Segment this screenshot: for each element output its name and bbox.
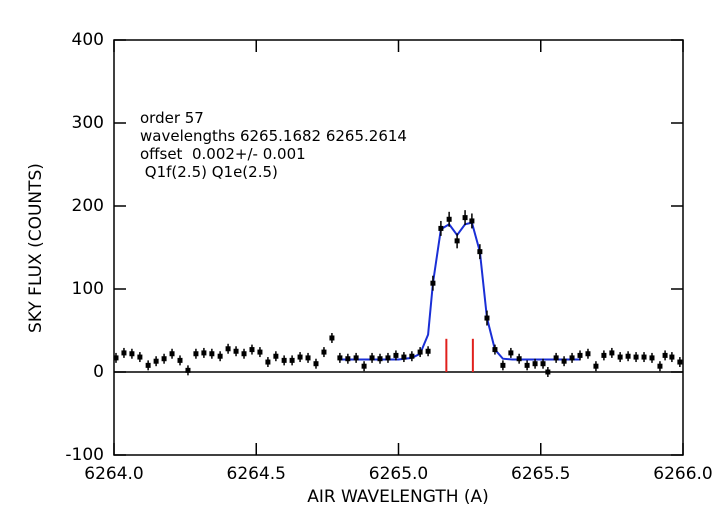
data-point bbox=[532, 361, 538, 367]
data-point bbox=[233, 348, 239, 354]
data-point bbox=[257, 349, 263, 355]
annotation: order 57 bbox=[140, 109, 204, 127]
data-point bbox=[385, 355, 391, 361]
data-point bbox=[217, 353, 223, 359]
y-tick-label: 300 bbox=[72, 113, 104, 133]
x-tick-label: 6265.5 bbox=[511, 464, 570, 484]
data-point bbox=[177, 357, 183, 363]
data-point bbox=[113, 355, 119, 361]
data-point bbox=[241, 351, 247, 357]
data-point bbox=[438, 225, 444, 231]
x-tick-label: 6265.0 bbox=[369, 464, 428, 484]
data-point bbox=[516, 356, 522, 362]
data-point bbox=[617, 354, 623, 360]
data-point bbox=[249, 347, 255, 353]
data-point bbox=[409, 353, 415, 359]
data-point bbox=[561, 358, 567, 364]
data-point bbox=[462, 215, 468, 221]
data-point bbox=[469, 218, 475, 224]
x-tick-label: 6264.5 bbox=[227, 464, 286, 484]
data-point bbox=[145, 362, 151, 368]
annotation: Q1f(2.5) Q1e(2.5) bbox=[140, 163, 278, 181]
data-point bbox=[281, 357, 287, 363]
fit-line bbox=[339, 221, 581, 361]
data-point bbox=[609, 350, 615, 356]
data-point bbox=[540, 361, 546, 367]
data-point bbox=[337, 355, 343, 361]
data-point bbox=[185, 367, 191, 373]
data-point bbox=[585, 351, 591, 357]
data-point bbox=[169, 351, 175, 357]
data-point bbox=[492, 347, 498, 353]
data-point bbox=[313, 361, 319, 367]
data-point bbox=[657, 363, 663, 369]
data-point bbox=[524, 362, 530, 368]
y-tick-label: 0 bbox=[93, 362, 104, 382]
data-point bbox=[305, 355, 311, 361]
data-point bbox=[353, 355, 359, 361]
data-point bbox=[393, 352, 399, 358]
data-point bbox=[430, 280, 436, 286]
data-point bbox=[201, 350, 207, 356]
x-tick-label: 6266.0 bbox=[653, 464, 712, 484]
y-tick-label: 200 bbox=[72, 196, 104, 216]
plot-frame bbox=[113, 39, 684, 456]
y-tick-label: -100 bbox=[65, 445, 104, 465]
data-point bbox=[484, 315, 490, 321]
data-point bbox=[321, 349, 327, 355]
data-point bbox=[297, 354, 303, 360]
data-point bbox=[677, 359, 683, 365]
data-point bbox=[121, 350, 127, 356]
data-point bbox=[577, 352, 583, 358]
y-tick-label: 100 bbox=[72, 279, 104, 299]
data-point bbox=[649, 355, 655, 361]
data-point bbox=[553, 355, 559, 361]
data-point bbox=[477, 249, 483, 255]
data-point bbox=[193, 351, 199, 357]
data-point bbox=[454, 238, 460, 244]
data-point bbox=[153, 358, 159, 364]
data-point bbox=[641, 354, 647, 360]
data-point bbox=[225, 346, 231, 352]
data-point bbox=[545, 369, 551, 375]
data-point bbox=[500, 362, 506, 368]
data-point bbox=[329, 335, 335, 341]
y-axis-label: SKY FLUX (COUNTS) bbox=[26, 163, 46, 333]
data-point bbox=[273, 353, 279, 359]
data-point bbox=[569, 355, 575, 361]
data-point bbox=[662, 352, 668, 358]
data-point bbox=[361, 363, 367, 369]
data-point bbox=[425, 348, 431, 354]
data-point bbox=[417, 349, 423, 355]
data-point bbox=[345, 356, 351, 362]
data-point bbox=[137, 354, 143, 360]
data-point bbox=[593, 363, 599, 369]
data-point bbox=[401, 354, 407, 360]
data-point bbox=[369, 355, 375, 361]
data-point bbox=[508, 350, 514, 356]
x-tick-label: 6264.0 bbox=[84, 464, 143, 484]
data-point bbox=[669, 354, 675, 360]
annotation: wavelengths 6265.1682 6265.2614 bbox=[140, 127, 407, 145]
annotation: offset 0.002+/- 0.001 bbox=[140, 145, 306, 163]
data-point bbox=[377, 356, 383, 362]
data-point bbox=[446, 216, 452, 222]
data-point bbox=[633, 354, 639, 360]
data-point bbox=[289, 357, 295, 363]
data-point bbox=[601, 352, 607, 358]
data-point bbox=[161, 356, 167, 362]
data-point bbox=[265, 359, 271, 365]
y-tick-label: 400 bbox=[72, 30, 104, 50]
x-axis-label: AIR WAVELENGTH (A) bbox=[307, 487, 489, 507]
data-point bbox=[209, 351, 215, 357]
data-point bbox=[625, 353, 631, 359]
data-point bbox=[129, 351, 135, 357]
